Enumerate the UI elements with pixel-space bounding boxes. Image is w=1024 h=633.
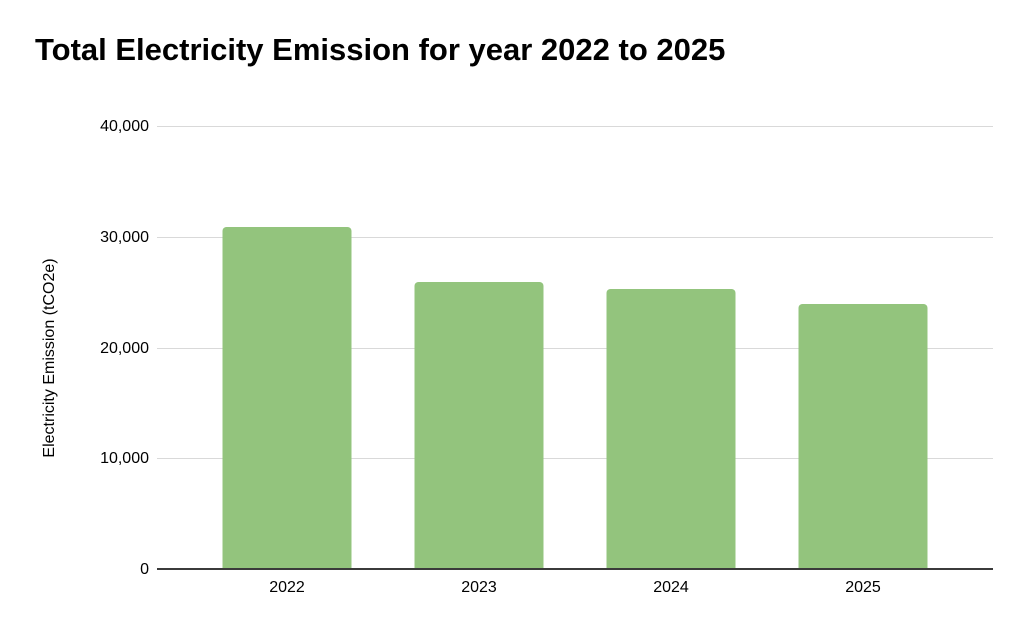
x-axis-line [157, 568, 993, 570]
plot-area: 2022 2023 2024 2025 0 10,000 20,000 30,000 40,0… [100, 119, 993, 596]
x-label-band: 2024 [575, 579, 767, 597]
bar-2022 [222, 226, 352, 570]
bar-2024 [606, 288, 736, 570]
chart-title: Total Electricity Emission for year 2022… [35, 32, 726, 67]
bar-band [191, 127, 383, 570]
bar-band [383, 127, 575, 570]
bar-band [575, 127, 767, 570]
x-label-band: 2023 [383, 579, 575, 597]
x-tick-label: 2022 [269, 579, 305, 596]
x-label-band: 2022 [191, 579, 383, 597]
gridline [157, 347, 993, 349]
bar-band [767, 127, 959, 570]
gridline [157, 458, 993, 460]
bar-2023 [414, 282, 544, 570]
bar-2025 [798, 304, 928, 570]
bars-row [191, 127, 959, 570]
y-tick-label: 10,000 [100, 450, 149, 468]
x-tick-label: 2024 [653, 579, 689, 596]
x-axis-labels: 2022 2023 2024 2025 [191, 579, 959, 597]
y-axis-title: Electricity Emission (tCO2e) [41, 258, 58, 458]
x-label-band: 2025 [767, 579, 959, 597]
x-tick-label: 2023 [461, 579, 497, 596]
y-tick-label: 20,000 [100, 339, 149, 357]
y-tick-label: 0 [140, 561, 149, 578]
y-tick-label: 30,000 [100, 228, 149, 246]
gridline [157, 236, 993, 238]
gridline [157, 126, 993, 127]
y-tick-label: 40,000 [100, 118, 149, 135]
x-tick-label: 2025 [845, 579, 881, 596]
